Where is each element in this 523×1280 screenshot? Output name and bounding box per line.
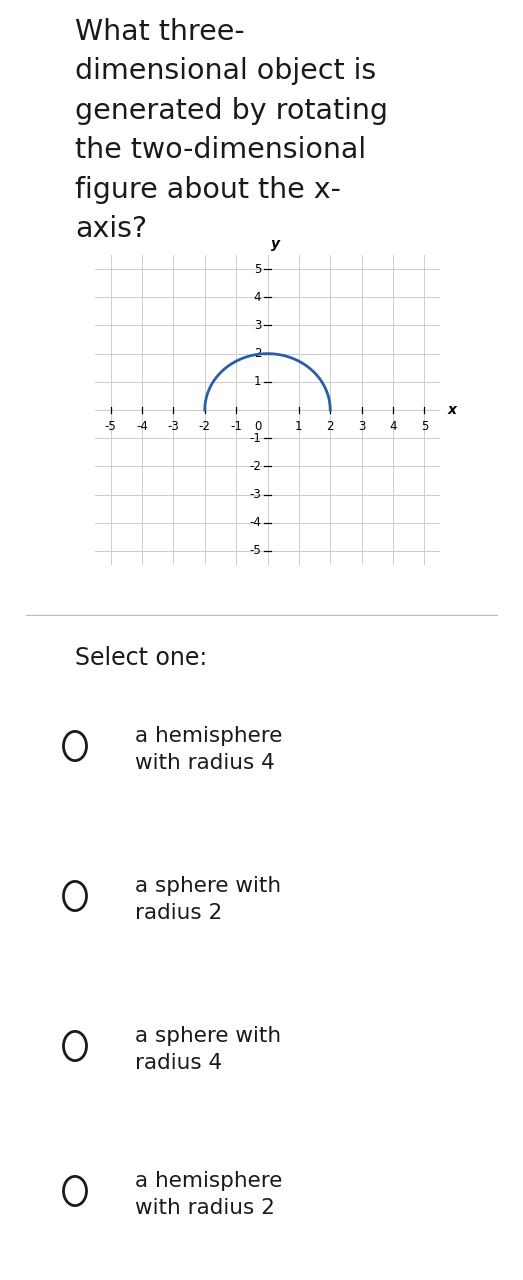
- Text: 0: 0: [254, 420, 261, 433]
- Text: -1: -1: [249, 431, 261, 444]
- Text: 1: 1: [295, 420, 303, 433]
- Text: -3: -3: [249, 488, 261, 500]
- Text: Select one:: Select one:: [75, 646, 207, 669]
- Text: a sphere with
radius 2: a sphere with radius 2: [135, 876, 281, 923]
- Text: 4: 4: [254, 291, 261, 303]
- Text: a sphere with
radius 4: a sphere with radius 4: [135, 1027, 281, 1073]
- Text: 2: 2: [326, 420, 334, 433]
- Text: -4: -4: [249, 516, 261, 529]
- Text: -5: -5: [249, 544, 261, 557]
- Text: a hemisphere
with radius 2: a hemisphere with radius 2: [135, 1171, 282, 1219]
- Text: -2: -2: [199, 420, 211, 433]
- Text: 5: 5: [420, 420, 428, 433]
- Text: -2: -2: [249, 460, 261, 472]
- Text: -1: -1: [230, 420, 242, 433]
- Text: 4: 4: [389, 420, 397, 433]
- Text: y: y: [271, 237, 280, 251]
- Text: 3: 3: [254, 319, 261, 332]
- Text: x: x: [448, 403, 457, 417]
- Text: 2: 2: [254, 347, 261, 360]
- Text: 5: 5: [254, 262, 261, 275]
- Text: 1: 1: [254, 375, 261, 388]
- Text: -3: -3: [167, 420, 179, 433]
- Text: -4: -4: [136, 420, 148, 433]
- Text: 3: 3: [358, 420, 365, 433]
- Text: -5: -5: [105, 420, 117, 433]
- Text: What three-
dimensional object is
generated by rotating
the two-dimensional
figu: What three- dimensional object is genera…: [75, 18, 388, 243]
- Text: a hemisphere
with radius 4: a hemisphere with radius 4: [135, 726, 282, 773]
